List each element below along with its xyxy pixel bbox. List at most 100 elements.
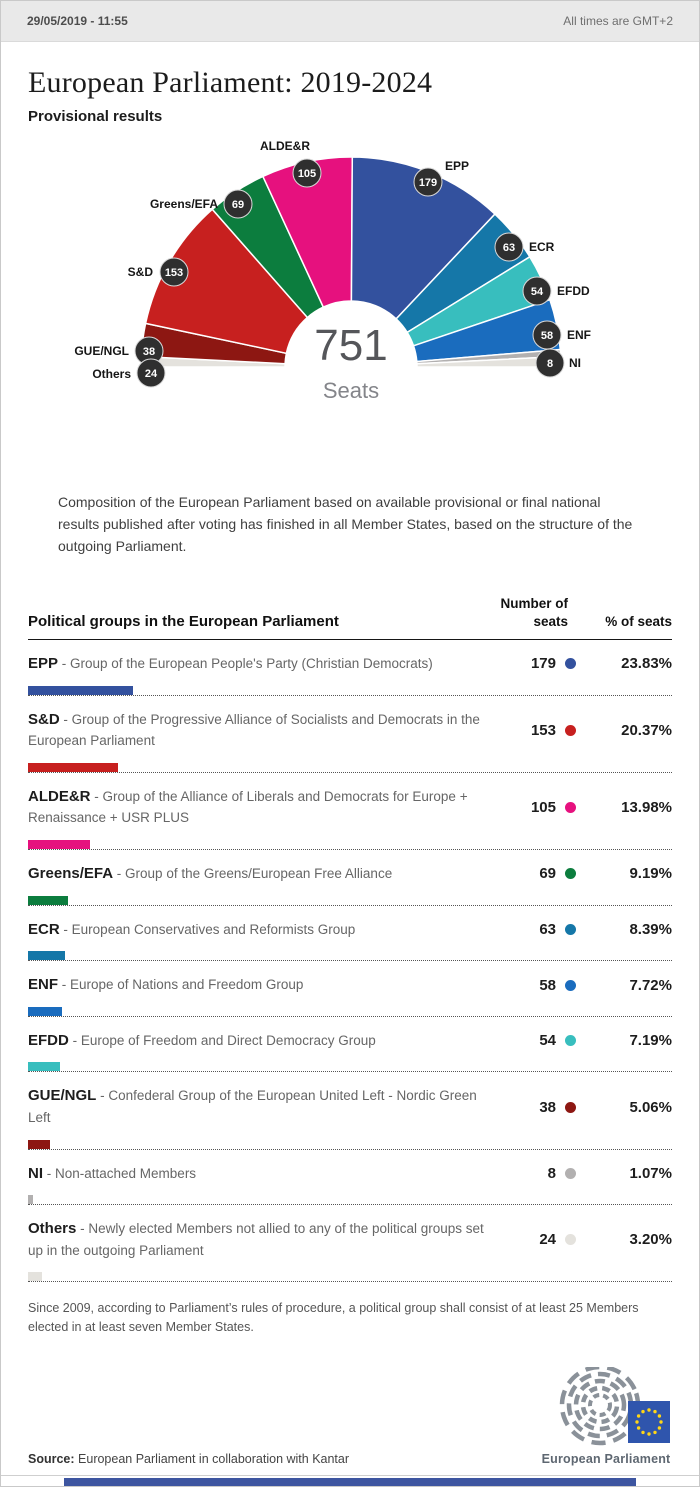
group-percent-bar: [28, 685, 133, 695]
column-header-percent: % of seats: [605, 613, 672, 629]
group-row-enf: ENF - Europe of Nations and Freedom Grou…: [28, 961, 672, 1017]
group-color-dot: [565, 1035, 576, 1047]
group-row-main: ALDE&R - Group of the Alliance of Libera…: [28, 786, 672, 829]
group-row-others: Others - Newly elected Members not allie…: [28, 1205, 672, 1283]
timezone-label: All times are GMT+2: [563, 14, 673, 28]
wedge-epp: [350, 156, 496, 320]
group-abbr: GUE/NGL: [28, 1087, 97, 1105]
group-percent-bar: [28, 951, 65, 961]
group-label-ni: NI: [569, 356, 581, 370]
group-row-ni: NI - Non-attached Members 8 1.07%: [28, 1150, 672, 1206]
group-row-alde-r: ALDE&R - Group of the Alliance of Libera…: [28, 773, 672, 851]
seat-badge-ni: [535, 348, 565, 378]
seat-badge-value-ni: 8: [547, 358, 553, 370]
seat-badge-value-efdd: 54: [531, 286, 544, 298]
group-row-main: GUE/NGL - Confederal Group of the Europe…: [28, 1085, 672, 1128]
seat-badge-value-alde-r: 105: [298, 168, 316, 180]
group-label-ecr: ECR: [529, 240, 555, 254]
group-row-main: ENF - Europe of Nations and Freedom Grou…: [28, 974, 672, 996]
group-color-dot: [565, 868, 576, 880]
eu-flag-star: [641, 1409, 645, 1414]
eu-flag-star: [647, 1408, 651, 1412]
group-name-cell: Others - Newly elected Members not allie…: [28, 1218, 508, 1261]
group-color-dot: [565, 1167, 576, 1179]
group-seats-value: 38: [539, 1098, 556, 1116]
seat-badge-value-others: 24: [145, 368, 158, 380]
seat-badge-value-gue-ngl: 38: [143, 346, 155, 358]
group-row-s-d: S&D - Group of the Progressive Alliance …: [28, 696, 672, 773]
group-abbr: ENF: [28, 976, 58, 994]
group-abbr: EFDD: [28, 1031, 69, 1049]
group-label-gue-ngl: GUE/NGL: [74, 344, 129, 358]
eu-flag-star: [636, 1414, 641, 1418]
top-bar: 29/05/2019 - 11:55 All times are GMT+2: [1, 1, 699, 42]
group-color-dot: [565, 801, 576, 813]
eu-flag-star: [657, 1414, 662, 1418]
group-description: - Group of the Alliance of Liberals and …: [28, 788, 468, 826]
group-name-cell: EPP - Group of the European People's Par…: [28, 653, 508, 675]
source-label: Source:: [28, 1451, 75, 1466]
group-seats-value: 105: [530, 798, 556, 816]
group-row-main: EFDD - Europe of Freedom and Direct Demo…: [28, 1030, 672, 1052]
group-percent-value: 7.72%: [629, 976, 672, 994]
group-label-greens-efa: Greens/EFA: [150, 197, 218, 211]
hemicycle-chart: 751 Seats 105 ALDE&R 179 EPP 69 Greens/EFA 63 ECR…: [1, 127, 699, 419]
group-seats-value: 8: [547, 1164, 556, 1182]
seat-badge-value-epp: 179: [419, 177, 437, 189]
group-abbr: Others: [28, 1220, 77, 1238]
eu-flag-star: [641, 1430, 645, 1435]
eu-flag-icon: [628, 1400, 670, 1443]
source-line: Source: European Parliament in collabora…: [28, 1452, 349, 1466]
seat-badge-value-ecr: 63: [503, 242, 515, 254]
bottom-divider: [1, 1474, 699, 1486]
group-color-dot: [565, 979, 576, 991]
group-percent-value: 5.06%: [629, 1098, 672, 1116]
eu-flag-star: [635, 1420, 639, 1424]
group-description: - Group of the European People's Party (…: [58, 656, 433, 672]
group-color-dot: [565, 724, 576, 736]
group-row-main: Others - Newly elected Members not allie…: [28, 1218, 672, 1261]
group-description: - Non-attached Members: [43, 1165, 197, 1181]
footer: Source: European Parliament in collabora…: [28, 1366, 672, 1466]
group-percent-bar: [28, 762, 118, 772]
group-row-main: S&D - Group of the Progressive Alliance …: [28, 709, 672, 752]
group-name-cell: Greens/EFA - Group of the Greens/Europea…: [28, 863, 508, 885]
group-abbr: S&D: [28, 710, 60, 728]
seat-badge-epp: [413, 167, 443, 197]
group-row-main: Greens/EFA - Group of the Greens/Europea…: [28, 863, 672, 885]
seat-badge-others: [136, 358, 166, 388]
group-abbr: ALDE&R: [28, 787, 91, 805]
group-row-main: ECR - European Conservatives and Reformi…: [28, 919, 672, 941]
group-percent-bar: [28, 1062, 60, 1072]
total-seats-value: 751: [314, 321, 387, 370]
group-name-cell: EFDD - Europe of Freedom and Direct Demo…: [28, 1030, 508, 1052]
page-title: European Parliament: 2019-2024: [28, 66, 433, 99]
group-percent-value: 7.19%: [629, 1032, 672, 1050]
eu-flag-star: [653, 1409, 657, 1414]
group-description: - European Conservatives and Reformists …: [59, 921, 356, 937]
group-row-greens-efa: Greens/EFA - Group of the Greens/Europea…: [28, 850, 672, 906]
source-text: European Parliament in collaboration wit…: [78, 1451, 350, 1466]
seat-badge-value-greens-efa: 69: [232, 199, 244, 211]
group-label-alde-r: ALDE&R: [260, 139, 310, 153]
total-seats-caption: Seats: [323, 378, 379, 403]
group-row-epp: EPP - Group of the European People's Par…: [28, 640, 672, 696]
footnote: Since 2009, according to Parliament’s ru…: [28, 1301, 639, 1335]
group-row-ecr: ECR - European Conservatives and Reformi…: [28, 906, 672, 962]
group-name-cell: S&D - Group of the Progressive Alliance …: [28, 709, 508, 752]
group-label-efdd: EFDD: [557, 284, 590, 298]
eu-flag-star: [659, 1420, 663, 1424]
seat-badge-value-enf: 58: [541, 330, 553, 342]
seat-badge-value-s-d: 153: [165, 267, 183, 279]
group-seats-value: 153: [530, 721, 556, 739]
group-row-main: NI - Non-attached Members 8 1.07%: [28, 1163, 672, 1185]
group-abbr: ECR: [28, 920, 60, 938]
datetime-label: 29/05/2019 - 11:55: [27, 14, 128, 28]
group-color-dot: [565, 1101, 576, 1113]
group-seats-value: 179: [530, 655, 556, 673]
groups-table: Political groups in the European Parliam…: [28, 595, 672, 1283]
group-description: - Confederal Group of the European Unite…: [28, 1088, 477, 1126]
group-percent-value: 23.83%: [621, 655, 672, 673]
table-title: Political groups in the European Parliam…: [28, 613, 339, 631]
